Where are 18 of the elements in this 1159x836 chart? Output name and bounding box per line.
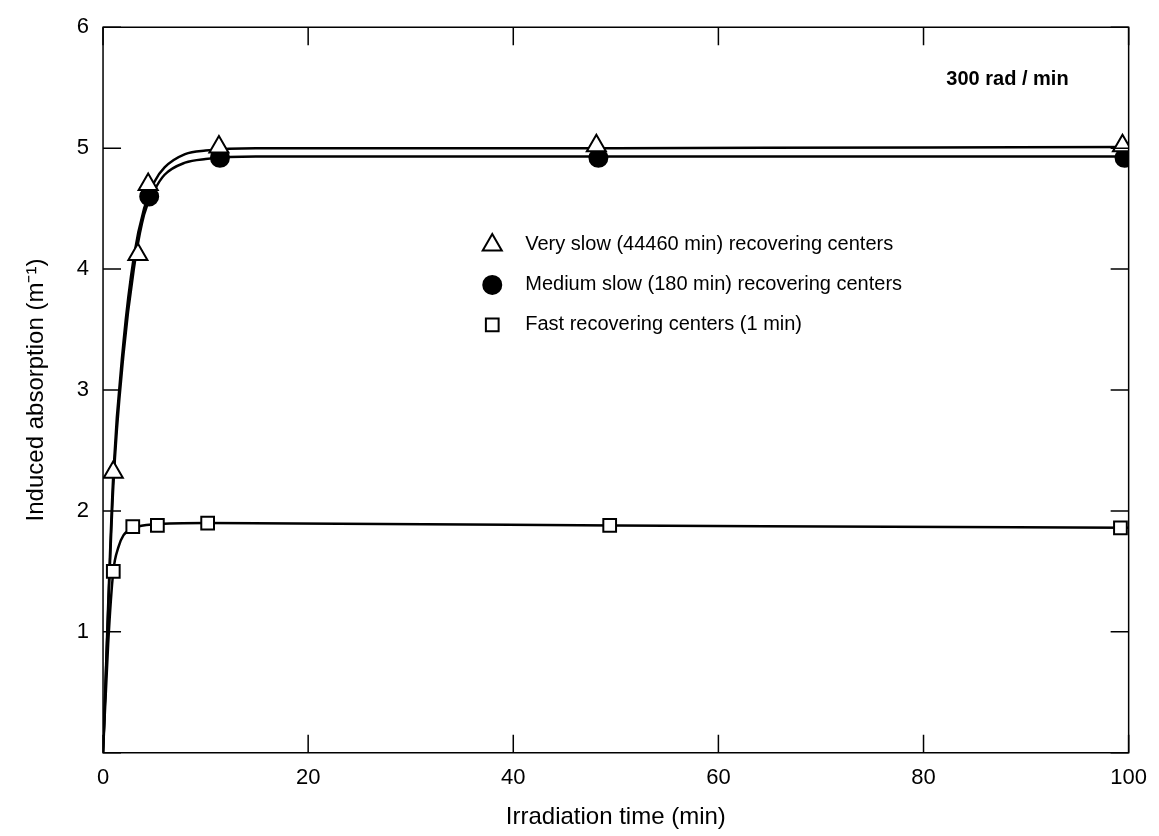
y-tick-label: 5 xyxy=(76,134,90,160)
x-tick-label: 0 xyxy=(96,764,110,790)
y-tick-label: 4 xyxy=(76,255,90,281)
legend-label: Very slow (44460 min) recovering centers xyxy=(525,232,894,255)
annotation: 300 rad / min xyxy=(946,66,1069,89)
x-axis-title: Irradiation time (min) xyxy=(505,802,726,830)
y-tick-label: 3 xyxy=(76,376,90,402)
x-tick-label: 60 xyxy=(706,764,731,790)
legend-label: Fast recovering centers (1 min) xyxy=(525,312,803,335)
x-tick-label: 100 xyxy=(1110,764,1148,790)
x-tick-label: 40 xyxy=(501,764,526,790)
legend-label: Medium slow (180 min) recovering centers xyxy=(525,272,903,295)
x-tick-label: 80 xyxy=(911,764,936,790)
x-tick-label: 20 xyxy=(295,764,321,790)
y-axis-title: Induced absorption (m⁻¹) xyxy=(21,258,49,522)
y-tick-label: 2 xyxy=(76,497,90,522)
y-tick-label: 1 xyxy=(76,617,90,643)
y-tick-label: 6 xyxy=(76,13,90,39)
